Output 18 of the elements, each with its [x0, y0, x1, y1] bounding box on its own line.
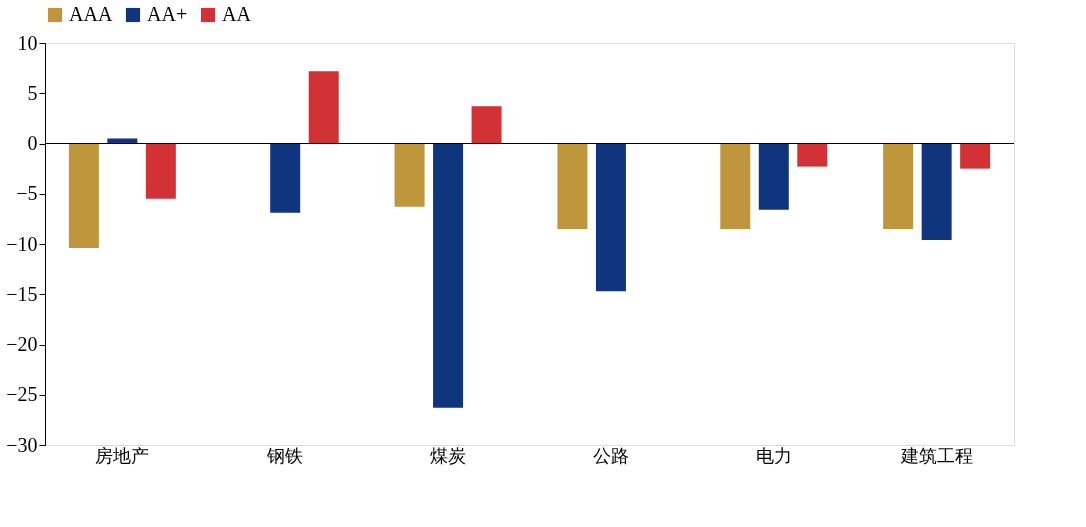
legend-label: AAA	[69, 3, 113, 25]
y-tick-label: −15	[6, 282, 38, 305]
y-tick-label: 0	[27, 132, 38, 154]
x-tick-label: 房地产	[95, 445, 150, 466]
x-tick-label: 电力	[755, 445, 792, 466]
legend-label: AA+	[147, 3, 188, 25]
x-tick-label: 建筑工程	[899, 445, 973, 466]
y-tick-label: 5	[27, 81, 38, 104]
x-tick-label: 煤炭	[430, 445, 467, 466]
legend-label: AA	[222, 3, 252, 25]
y-tick-label: −25	[6, 383, 38, 406]
y-tick-label: −5	[16, 182, 38, 205]
x-tick-label: 钢铁	[266, 445, 304, 466]
y-tick-label: 10	[17, 31, 38, 54]
y-tick-label: −10	[6, 232, 38, 255]
y-tick-label: −20	[6, 333, 38, 355]
x-tick-label: 公路	[592, 445, 629, 466]
y-tick-label: −30	[6, 433, 38, 456]
